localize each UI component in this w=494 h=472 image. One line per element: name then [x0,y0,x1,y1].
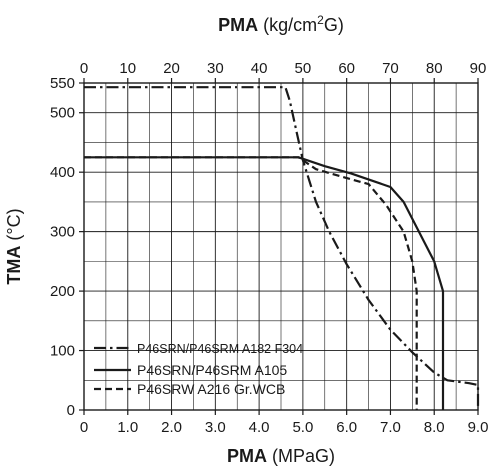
y-tick-label: 400 [50,164,75,181]
series-line-2 [84,156,445,410]
x-tick-label: 7.0 [380,419,401,436]
x-tick-label: 9.0 [468,419,489,436]
x-tick-label: 3.0 [205,419,226,436]
top-axis: 0 10 20 30 40 50 60 70 80 90 [80,60,487,83]
top-tick-label: 20 [163,60,180,77]
series-layer [84,86,480,410]
top-tick-label: 80 [426,60,443,77]
top-axis-title-part: 2 [317,13,324,27]
legend: P46SRN/P46SRM A182 F304 P46SRN/P46SRM A10… [94,342,303,397]
top-tick-label: 50 [295,60,312,77]
top-tick-label: 90 [470,60,487,77]
top-tick-label: 40 [251,60,268,77]
y-axis: 0 100 200 300 400 500 550 [50,75,84,419]
top-axis-title-part: G) [324,15,344,35]
y-tick-label: 100 [50,343,75,360]
x-tick-label: 0 [80,419,88,436]
x-tick-label: 6.0 [336,419,357,436]
legend-label-2: P46SRN/P46SRM A105 [137,362,287,378]
top-tick-label: 10 [119,60,136,77]
x-tick-label: 5.0 [292,419,313,436]
top-axis-title-part: PMA [218,15,258,35]
plot-frame [83,82,479,411]
series-line-3 [84,156,418,410]
x-tick-label: 2.0 [161,419,182,436]
top-axis-title-part: (kg/cm [258,15,317,35]
y-tick-label: 550 [50,75,75,92]
x-axis: 0 1.0 2.0 3.0 4.0 5.0 6.0 7.0 8.0 9.0 [80,410,489,436]
plot-grid [84,83,478,410]
x-axis-title-part: (MPaG) [267,446,335,466]
top-tick-label: 0 [80,60,88,77]
y-axis-title-part: TMA [4,246,24,285]
top-tick-label: 30 [207,60,224,77]
axis-titles: PMA (kg/cm2G)PMA (MPaG)TMA (°C) [4,13,344,466]
legend-label-1: P46SRN/P46SRM A182 F304 [137,342,303,356]
y-tick-label: 500 [50,105,75,122]
top-tick-label: 70 [382,60,399,77]
top-axis-title: PMA (kg/cm2G) [218,13,344,35]
y-tick-label: 0 [67,402,75,419]
x-tick-label: 1.0 [117,419,138,436]
x-tick-label: 4.0 [249,419,270,436]
series-line-1 [84,86,480,410]
x-tick-label: 8.0 [424,419,445,436]
y-axis-title: TMA (°C) [4,208,24,284]
y-tick-label: 300 [50,224,75,241]
top-tick-label: 60 [338,60,355,77]
y-axis-title-part: (°C) [4,208,24,245]
legend-label-3: P46SRW A216 Gr.WCB [137,381,285,397]
x-axis-title: PMA (MPaG) [227,446,335,466]
x-axis-title-part: PMA [227,446,267,466]
y-tick-label: 200 [50,283,75,300]
